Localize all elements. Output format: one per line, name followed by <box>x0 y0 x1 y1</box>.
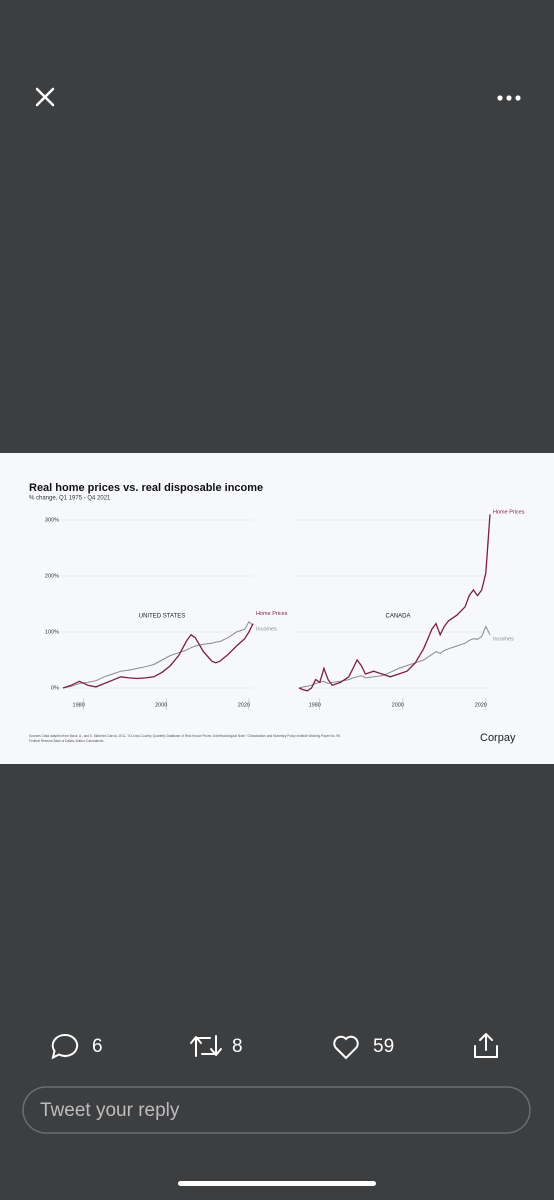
reply-count: 6 <box>92 1036 103 1057</box>
more-button[interactable] <box>497 95 521 101</box>
retweet-button[interactable] <box>190 1035 222 1057</box>
chart-source: Federal Reserve Bank of Dallas; Author C… <box>29 739 104 743</box>
close-button[interactable] <box>35 87 55 107</box>
y-tick-label: 200% <box>45 573 59 579</box>
series-line <box>298 625 491 689</box>
share-button[interactable] <box>474 1033 498 1058</box>
chart-image <box>0 453 554 764</box>
panel-annotation: CANADA <box>385 614 410 620</box>
y-tick-label: 0% <box>51 685 59 691</box>
series-line <box>298 514 491 692</box>
x-tick-label: 2000 <box>392 702 404 708</box>
panel-annotation: UNITED STATES <box>139 614 185 620</box>
x-tick-label: 1980 <box>73 702 85 708</box>
reply-button[interactable] <box>51 1033 79 1060</box>
series-line <box>62 623 254 689</box>
x-tick-label: 2000 <box>155 702 167 708</box>
chart-title: Real home prices vs. real disposable inc… <box>29 482 263 494</box>
y-tick-label: 100% <box>45 629 59 635</box>
brand: Corpay <box>480 732 516 744</box>
like-button[interactable] <box>333 1035 359 1060</box>
series-label: Incomes <box>493 636 514 642</box>
like-count: 59 <box>373 1036 394 1057</box>
series-label: Incomes <box>256 627 277 633</box>
x-tick-label: 2020 <box>475 702 487 708</box>
chart-source: Sources: Data adapted from Mack, A., and… <box>29 734 341 738</box>
y-tick-label: 300% <box>45 517 59 523</box>
x-tick-label: 2020 <box>238 702 250 708</box>
reply-placeholder: Tweet your reply <box>40 1100 180 1121</box>
series-label: Home Prices <box>493 509 525 515</box>
reply-box[interactable] <box>22 1086 531 1134</box>
series-label: Home Prices <box>256 611 288 617</box>
series-line <box>62 621 254 689</box>
retweet-count: 8 <box>232 1036 243 1057</box>
x-tick-label: 1980 <box>309 702 321 708</box>
home-indicator <box>178 1181 376 1186</box>
plots: 0% 100% 200% 300% 1980 2000 2020 UNITED STATES I… <box>45 509 525 710</box>
chart-subtitle: % change, Q1 1975 - Q4 2021 <box>29 496 111 502</box>
